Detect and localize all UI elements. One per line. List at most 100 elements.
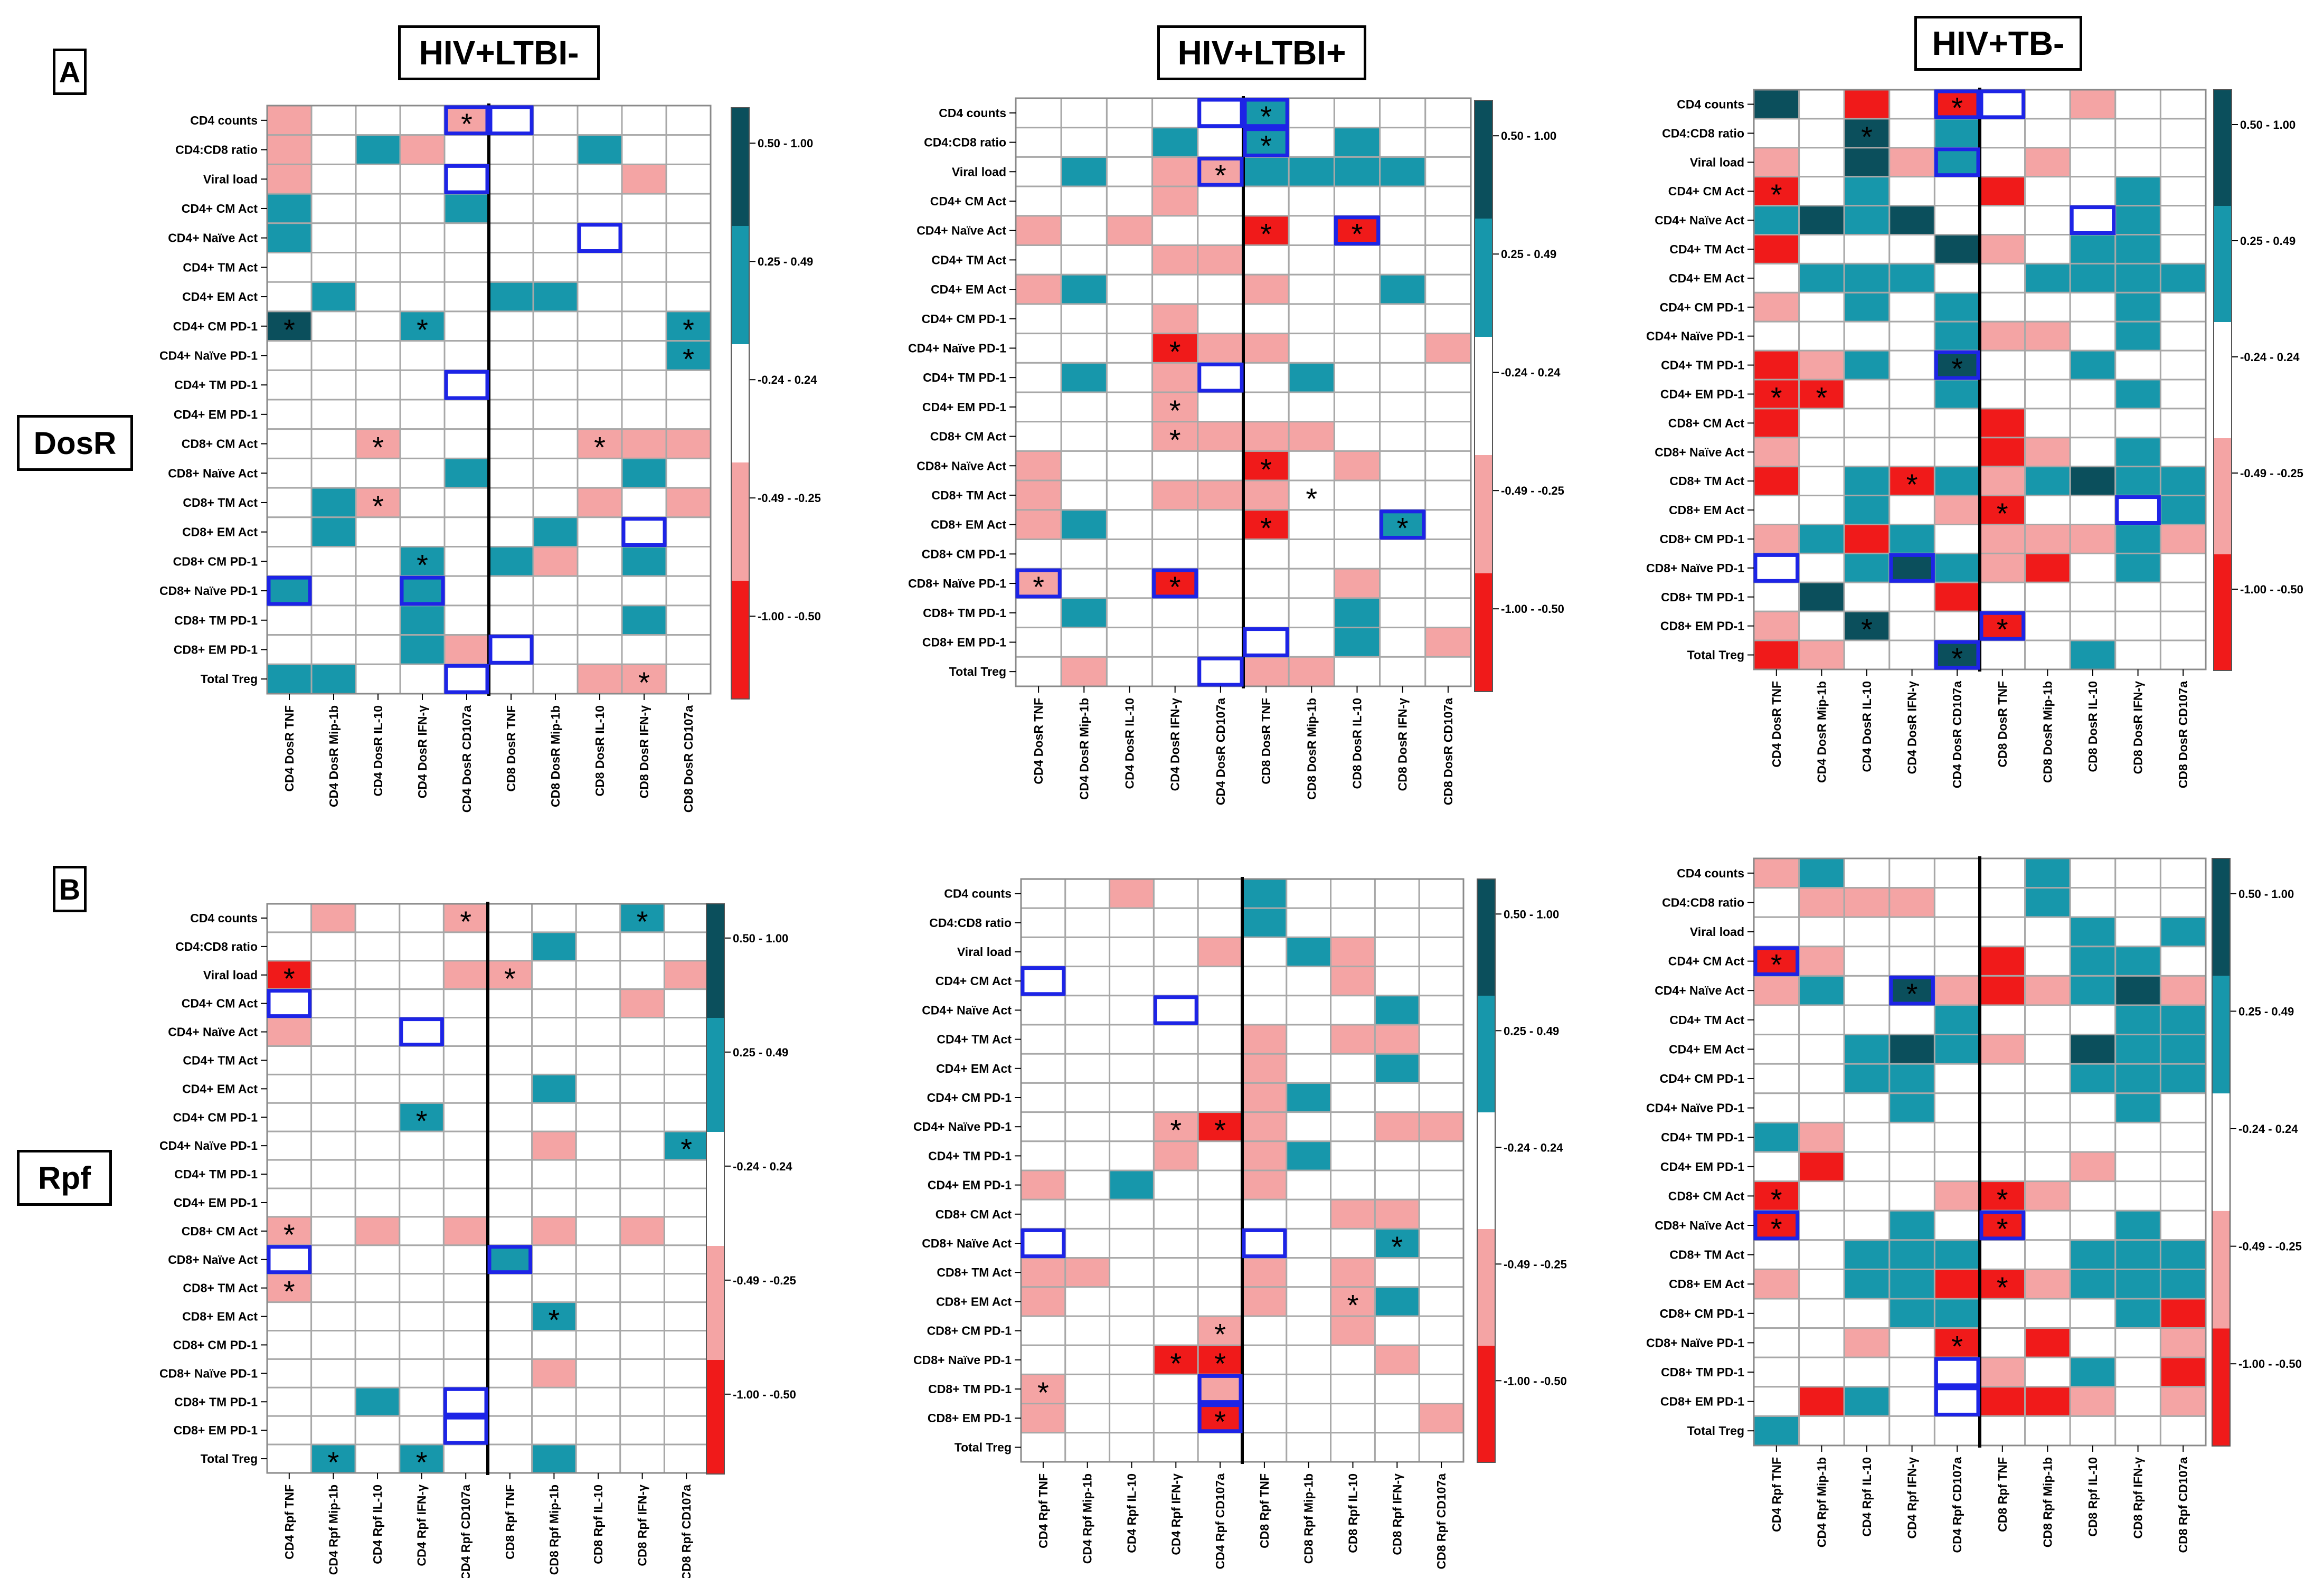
heatmap-cell: [2069, 1092, 2117, 1123]
column-label: CD4 Rpf IL-10: [1860, 1457, 1874, 1537]
significance-highlight-box: [444, 164, 489, 194]
heatmap-cell: [399, 1330, 445, 1360]
heatmap-cell: [1015, 627, 1062, 658]
legend-label: -0.24 - 0.24: [733, 1160, 792, 1173]
heatmap-cell: [2069, 1034, 2117, 1065]
heatmap-cell: [1798, 524, 1845, 554]
heatmap-cell: [1286, 936, 1332, 968]
row-label: CD4+ CM PD-1: [1660, 300, 1745, 314]
heatmap-cell: [1109, 1403, 1155, 1434]
heatmap-cell: [1151, 656, 1199, 687]
row-label: CD8+ Naïve Act: [917, 459, 1006, 473]
heatmap-cell: [2159, 495, 2207, 525]
heatmap-cell: [1418, 1403, 1465, 1434]
heatmap-cell: [1286, 1198, 1332, 1230]
heatmap-cell: [1106, 362, 1154, 393]
heatmap-cell: [1798, 320, 1845, 352]
heatmap-cell: [399, 105, 446, 136]
heatmap-cell: [1333, 479, 1381, 511]
heatmap-cell: [354, 1045, 401, 1075]
heatmap-cell: [1330, 966, 1376, 997]
heatmap-cell: [2114, 857, 2161, 889]
group-title-hiv-ltbi-neg: HIV+LTBI-: [398, 25, 600, 80]
heatmap-cell: [1753, 524, 1800, 554]
heatmap-cell: [354, 988, 401, 1019]
heatmap-cell: [1933, 1004, 1981, 1036]
heatmap-cell: [1843, 524, 1891, 554]
row-label: CD8+ CM PD-1: [173, 1338, 258, 1352]
heatmap-cell: [1374, 1169, 1420, 1201]
heatmap-cell: [310, 960, 356, 990]
row-label: CD4+ CM PD-1: [173, 319, 258, 333]
row-label: CD8+ Naïve PD-1: [1646, 561, 1744, 575]
heatmap-cell: [1241, 878, 1288, 909]
heatmap-cell: [310, 1386, 356, 1417]
row-label: CD4+ CM PD-1: [922, 312, 1007, 326]
heatmap-cell: [2024, 1386, 2071, 1417]
row-label: CD8+ EM PD-1: [1660, 1395, 1744, 1409]
heatmap-cell: [2159, 118, 2207, 149]
heatmap-cell: [1933, 147, 1981, 178]
heatmap-cell: [399, 931, 445, 962]
heatmap-cell: [2024, 610, 2071, 641]
heatmap-cell: [2159, 610, 2207, 641]
heatmap-cell: [621, 604, 667, 636]
heatmap-cell: [1843, 1356, 1891, 1388]
heatmap-cell: [1330, 1053, 1376, 1084]
heatmap-cell: [1798, 1356, 1845, 1388]
heatmap-cell: [1379, 597, 1426, 629]
heatmap-cell: [1197, 1257, 1243, 1288]
heatmap-cell: [621, 399, 667, 430]
heatmap-cell: [2069, 291, 2117, 323]
heatmap-cell: [665, 134, 712, 165]
row-label: CD4+ CM Act: [936, 974, 1012, 988]
legend-label: -1.00 - -0.50: [758, 610, 821, 623]
heatmap-cell: [665, 252, 712, 283]
heatmap-cell: [1374, 1286, 1420, 1317]
significance-star: *: [1170, 1113, 1182, 1147]
row-label: CD8+ TM PD-1: [174, 613, 258, 627]
heatmap-cell: [619, 1244, 665, 1275]
heatmap-cell: [1379, 303, 1426, 335]
legend-swatch: [2212, 1093, 2230, 1211]
heatmap-cell: [2069, 887, 2117, 918]
heatmap-cell: [1798, 1092, 1845, 1123]
significance-star: *: [1260, 452, 1272, 486]
column-label: CD8 Rpf Mip-1b: [547, 1485, 561, 1575]
heatmap-cell: [1197, 1082, 1243, 1113]
heatmap-cell: [2024, 1092, 2071, 1123]
legend-label: 0.50 - 1.00: [2240, 118, 2295, 131]
heatmap-cell: [665, 399, 712, 430]
row-label: CD4+ Naïve PD-1: [1646, 329, 1744, 343]
row-label: CD4+ EM PD-1: [174, 408, 258, 421]
heatmap-cell: [1753, 1092, 1800, 1123]
column-label: CD4 DosR IL-10: [1123, 698, 1137, 789]
heatmap-cell: [487, 1301, 533, 1332]
heatmap-cell: [1979, 887, 2026, 918]
heatmap-cell: [1843, 320, 1891, 352]
heatmap-cell: [1888, 887, 1935, 918]
heatmap-cell: [1379, 627, 1426, 658]
heatmap-cell: [399, 1301, 445, 1332]
heatmap-cell: [1286, 1373, 1332, 1405]
heatmap-cell: [1286, 1169, 1332, 1201]
heatmap-cell: [266, 1102, 313, 1132]
heatmap-cell: [1333, 156, 1381, 187]
heatmap-cell: [621, 105, 667, 136]
heatmap-cell: [266, 1443, 313, 1474]
column-label: CD8 Rpf IL-10: [2086, 1457, 2100, 1537]
row-label: CD4+ EM Act: [931, 282, 1006, 296]
heatmap-cell: [1979, 234, 2026, 264]
heatmap-cell: [1064, 1111, 1111, 1142]
heatmap-cell: [1798, 437, 1845, 468]
heatmap-cell: [2024, 234, 2071, 264]
column-label: CD4 Rpf CD107a: [1213, 1473, 1227, 1570]
heatmap-cell: [1020, 1169, 1066, 1201]
row-label: CD8+ EM Act: [931, 518, 1006, 532]
heatmap-cell: [2069, 1151, 2117, 1183]
heatmap-cell: [1109, 966, 1155, 997]
significance-star: *: [594, 431, 606, 464]
heatmap-cell: [621, 340, 667, 371]
heatmap-cell: [1241, 1403, 1288, 1434]
heatmap-cell: [1241, 1198, 1288, 1230]
